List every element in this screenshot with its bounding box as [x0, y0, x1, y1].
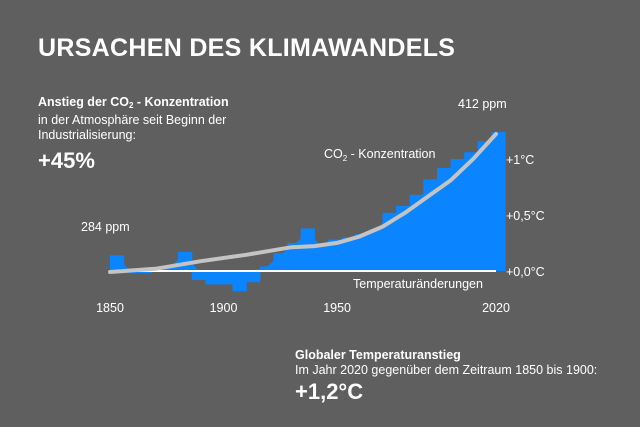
x-axis-tick-labels: 1850 1900 1950 2020 — [96, 301, 510, 315]
temperature-bar — [205, 271, 220, 285]
temperature-bar — [137, 271, 152, 274]
page-title: URSACHEN DES KLIMAWANDELS — [38, 34, 456, 62]
co2-end-label: 412 ppm — [458, 97, 507, 111]
y-tick-label: +0,0°C — [506, 265, 545, 279]
co2-line-label: CO2 - Konzentration — [324, 147, 435, 163]
temperature-description: Im Jahr 2020 gegenüber dem Zeitraum 1850… — [295, 363, 598, 377]
y-tick-label: +1°C — [506, 153, 534, 167]
temperature-area — [116, 132, 499, 271]
temperature-heading: Globaler Temperaturanstieg — [295, 348, 461, 362]
co2-description-line-1: in der Atmosphäre seit Beginn der — [38, 113, 227, 127]
y-tick-label: +0,5°C — [506, 209, 545, 223]
temperature-increase-value: +1,2°C — [295, 379, 364, 404]
co2-concentration-line — [108, 132, 498, 274]
temperature-changes-label: Temperaturänderungen — [353, 277, 483, 291]
temperature-bar — [219, 271, 234, 285]
co2-description-line-2: Industrialisierung: — [38, 128, 136, 142]
co2-info: Anstieg der CO2 - Konzentration in der A… — [38, 95, 268, 173]
co2-heading: Anstieg der CO2 - Konzentration — [38, 95, 229, 110]
y-axis-tick-labels: +0,0°C +0,5°C +1°C — [506, 153, 545, 279]
x-tick-label: 1850 — [96, 301, 124, 315]
temperature-bar — [246, 271, 261, 283]
x-tick-label: 1950 — [323, 301, 351, 315]
temperature-bar — [232, 271, 247, 292]
temperature-bar — [191, 271, 206, 280]
temperature-area-shape — [116, 132, 499, 271]
x-tick-label: 2020 — [482, 301, 510, 315]
x-tick-label: 1900 — [210, 301, 238, 315]
co2-increase-value: +45% — [38, 148, 95, 173]
temperature-info: Globaler Temperaturanstieg Im Jahr 2020 … — [295, 348, 625, 404]
co2-start-label: 284 ppm — [81, 220, 130, 234]
